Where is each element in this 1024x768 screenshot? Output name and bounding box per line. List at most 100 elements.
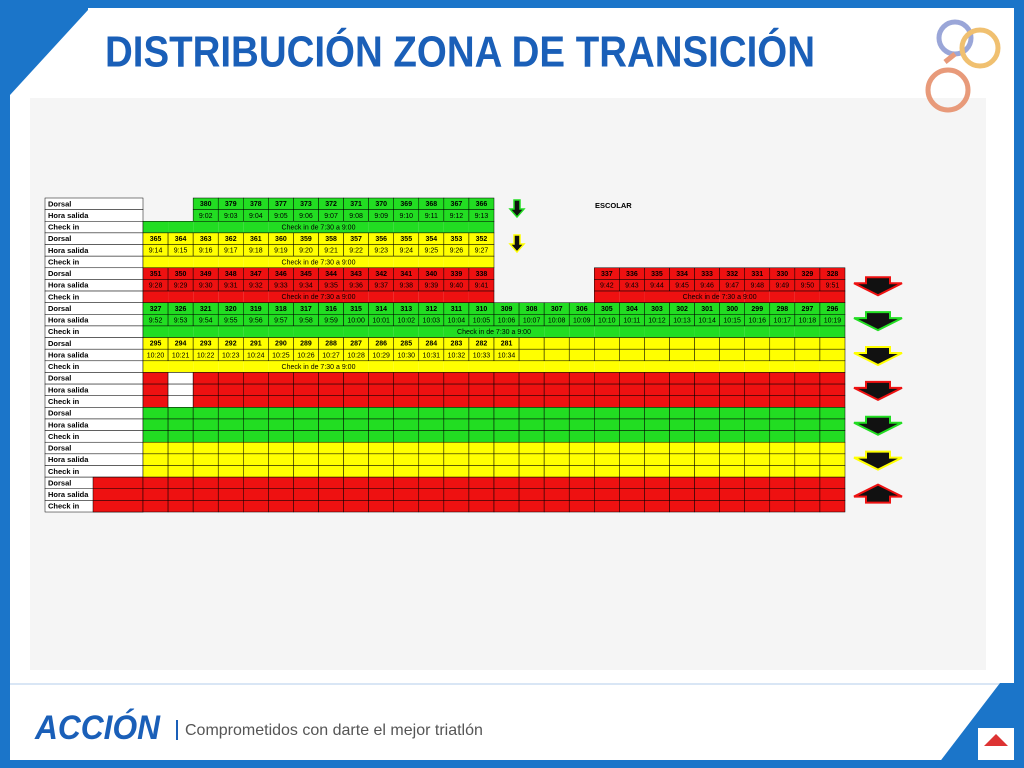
cell — [568, 453, 595, 466]
cell — [293, 372, 319, 385]
cell — [243, 256, 269, 268]
cell — [192, 441, 219, 455]
cell — [318, 325, 344, 338]
cell — [368, 465, 394, 478]
cell — [268, 441, 294, 455]
corner-cut — [10, 10, 88, 95]
cell — [493, 465, 520, 478]
dorsal: 354 — [425, 236, 437, 243]
cell — [418, 453, 445, 466]
dorsal: 355 — [400, 236, 412, 243]
cell — [594, 383, 620, 396]
footer-rule — [10, 683, 1014, 685]
cell — [694, 430, 720, 443]
cell — [543, 407, 570, 420]
cell — [518, 465, 545, 478]
cell — [819, 465, 846, 478]
cell — [694, 418, 720, 431]
dorsal: 321 — [200, 306, 212, 313]
cell — [493, 372, 520, 385]
check-in: Check in de 7:30 a 9:00 — [683, 294, 757, 301]
cell — [644, 337, 670, 350]
cell — [794, 465, 821, 478]
cell — [192, 465, 219, 478]
cell — [644, 383, 670, 396]
cell — [493, 383, 520, 396]
cell — [694, 465, 720, 478]
cell — [192, 476, 219, 489]
cell — [819, 430, 846, 443]
cell — [243, 325, 269, 338]
cell — [619, 465, 645, 478]
cell — [744, 291, 770, 303]
cell — [518, 453, 545, 466]
hora-salida: 9:54 — [199, 317, 213, 324]
hora-salida: 10:03 — [423, 317, 441, 324]
cell — [468, 488, 495, 501]
cell — [644, 407, 670, 420]
dorsal: 361 — [250, 236, 262, 243]
cell — [318, 500, 344, 513]
hora-salida: 10:30 — [397, 352, 415, 359]
cell — [393, 221, 419, 233]
cell — [769, 372, 796, 385]
row-label: Dorsal — [48, 409, 71, 418]
cell — [518, 418, 545, 431]
row-label: Dorsal — [48, 199, 71, 208]
cell — [142, 441, 169, 455]
cell — [468, 476, 495, 489]
cell — [543, 430, 570, 443]
cell — [669, 291, 695, 303]
cell — [819, 348, 846, 362]
check-in: Check in de 7:30 a 9:00 — [282, 224, 356, 231]
cell — [217, 465, 244, 478]
hora-salida: 9:05 — [274, 213, 288, 220]
cell — [719, 476, 745, 489]
cell — [819, 383, 846, 396]
cell — [719, 325, 745, 338]
dorsal: 296 — [827, 306, 839, 313]
cell — [669, 453, 695, 466]
cell — [594, 430, 620, 443]
cell — [143, 360, 169, 373]
cell — [168, 221, 194, 233]
cell — [819, 488, 846, 501]
cell — [143, 291, 169, 303]
cell — [819, 360, 845, 373]
cell — [694, 453, 720, 466]
dorsal: 337 — [601, 271, 613, 278]
row-label: Check in — [48, 257, 80, 266]
dorsal: 298 — [776, 306, 788, 313]
cell — [268, 360, 294, 373]
check-in: Check in de 7:30 a 9:00 — [282, 294, 356, 301]
cell — [368, 441, 394, 455]
cell — [669, 360, 695, 373]
cell — [293, 430, 319, 443]
cell — [719, 418, 745, 431]
cell — [719, 453, 745, 466]
cell — [594, 337, 620, 350]
hora-salida: 10:01 — [372, 317, 390, 324]
cell — [594, 465, 620, 478]
cell — [694, 500, 720, 513]
hora-salida: 9:02 — [199, 213, 213, 220]
cell — [719, 395, 745, 408]
cell — [468, 500, 495, 513]
cell — [568, 500, 595, 513]
cell — [443, 418, 470, 431]
dorsal: 306 — [576, 306, 588, 313]
dorsal: 368 — [425, 201, 437, 208]
cell — [167, 453, 194, 466]
row-label: Check in — [48, 362, 80, 371]
cell — [493, 418, 520, 431]
cell — [343, 221, 369, 233]
cell — [443, 453, 470, 466]
dorsal: 334 — [676, 271, 688, 278]
hora-salida: 9:23 — [374, 248, 388, 255]
cell — [268, 383, 294, 396]
cell — [318, 221, 344, 233]
cell — [418, 291, 444, 303]
dorsal: 356 — [375, 236, 387, 243]
cell — [719, 488, 745, 501]
hora-salida: 9:33 — [274, 283, 288, 290]
